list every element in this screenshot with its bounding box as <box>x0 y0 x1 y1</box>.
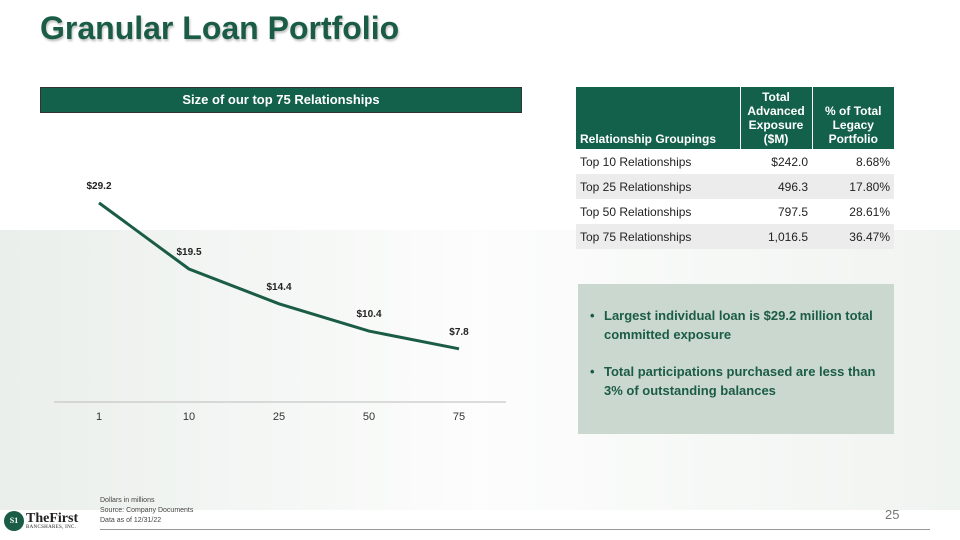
callout-box: Largest individual loan is $29.2 million… <box>578 284 894 434</box>
table-cell: 36.47% <box>812 224 894 249</box>
x-tick-label: 75 <box>453 411 465 423</box>
company-logo: S1 TheFirst BANCSHARES, INC. <box>4 511 96 531</box>
table-cell: 28.61% <box>849 204 890 219</box>
table-row: Top 50 Relationships 797.5 28.61% <box>576 199 894 224</box>
callout-bullet: Largest individual loan is $29.2 million… <box>590 306 880 344</box>
page-number: 25 <box>885 507 900 522</box>
col-header: % of Total Legacy Portfolio <box>811 87 894 149</box>
chart-title: Size of our top 75 Relationships <box>40 87 522 113</box>
table-cell: Top 50 Relationships <box>580 204 692 219</box>
x-tick-label: 50 <box>363 411 375 423</box>
table-cell: 17.80% <box>812 174 894 199</box>
table-row: Top 10 Relationships $242.0 8.68% <box>576 149 894 174</box>
footer-divider <box>100 529 930 530</box>
line-chart: $29.2 1 $19.5 10 $14.4 25 $10.4 50 $7.8 75 <box>54 181 506 423</box>
table-cell: 8.68% <box>855 154 890 169</box>
data-label: $10.4 <box>356 309 381 320</box>
x-tick-label: 25 <box>273 411 285 423</box>
table-cell: $242.0 <box>771 154 808 169</box>
x-tick-label: 10 <box>183 411 195 423</box>
footnotes: Dollars in millions Source: Company Docu… <box>100 496 193 526</box>
data-label: $29.2 <box>86 181 111 192</box>
seal-icon: S1 <box>4 511 24 531</box>
table-cell: 797.5 <box>777 204 808 219</box>
callout-bullet: Total participations purchased are less … <box>590 362 880 400</box>
table-row: Top 25 Relationships 496.3 17.80% <box>576 174 894 199</box>
col-header: Total Advanced Exposure ($M) <box>739 87 812 149</box>
table-cell: Top 10 Relationships <box>580 154 692 169</box>
table-cell: 1,016.5 <box>740 224 812 249</box>
table-cell: Top 75 Relationships <box>576 224 740 249</box>
col-header: Relationship Groupings <box>576 87 740 149</box>
series-line <box>98 201 460 351</box>
page-title: Granular Loan Portfolio <box>40 10 400 46</box>
table-row: Top 75 Relationships 1,016.5 36.47% <box>576 224 894 249</box>
table-cell: 496.3 <box>740 174 812 199</box>
footnote: Data as of 12/31/22 <box>100 517 162 524</box>
data-label: $14.4 <box>266 282 291 293</box>
data-label: $19.5 <box>176 247 201 258</box>
x-tick-label: 1 <box>96 411 102 423</box>
footnote: Dollars in millions <box>100 497 155 504</box>
logo-sub: BANCSHARES, INC. <box>26 525 77 530</box>
logo-name: TheFirst <box>26 511 79 526</box>
footnote: Source: Company Documents <box>100 507 194 514</box>
table-cell: Top 25 Relationships <box>576 174 740 199</box>
relationship-table: Relationship Groupings Total Advanced Ex… <box>576 87 894 249</box>
data-label: $7.8 <box>449 327 469 338</box>
